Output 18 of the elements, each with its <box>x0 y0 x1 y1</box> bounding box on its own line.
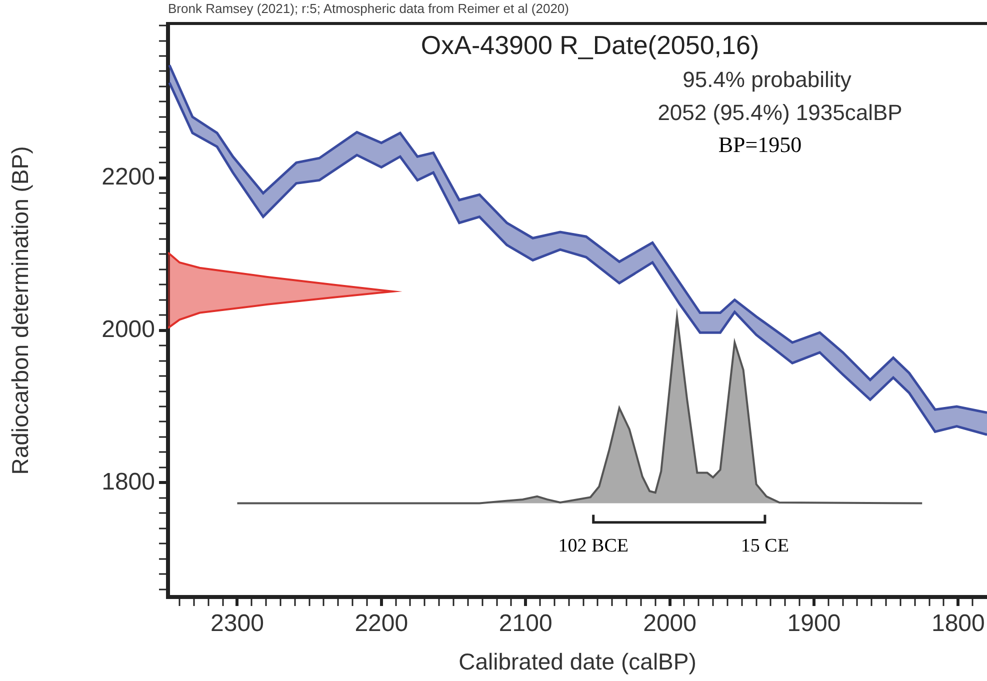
x-tick-label: 2200 <box>354 610 408 638</box>
x-tick-label: 2000 <box>643 610 696 638</box>
y-tick-label: 1800 <box>102 468 155 496</box>
y-axis-title: Radiocarbon determination (BP) <box>7 146 34 475</box>
y-tick-label: 2000 <box>102 316 155 343</box>
x-tick-label: 2100 <box>498 610 552 638</box>
chart-title: OxA-43900 R_Date(2050,16) <box>420 30 760 61</box>
y-tick-label: 2200 <box>102 164 155 191</box>
annotation: 95.4% probability <box>682 67 852 92</box>
annotation: 15 CE <box>740 535 789 556</box>
annotation: BP=1950 <box>718 132 802 158</box>
annotation: 102 BCE <box>558 535 628 556</box>
x-tick-label: 2300 <box>210 610 264 638</box>
x-tick-label: 1800 <box>931 610 985 638</box>
text: Bronk Ramsey (2021); r:5; Atmospheric data from Reimer et al (2020) <box>168 1 569 16</box>
x-tick-label: 1900 <box>787 610 841 638</box>
annotation: 2052 (95.4%) 1935calBP <box>658 100 902 126</box>
x-axis-title: Calibrated date (calBP) <box>458 648 696 675</box>
